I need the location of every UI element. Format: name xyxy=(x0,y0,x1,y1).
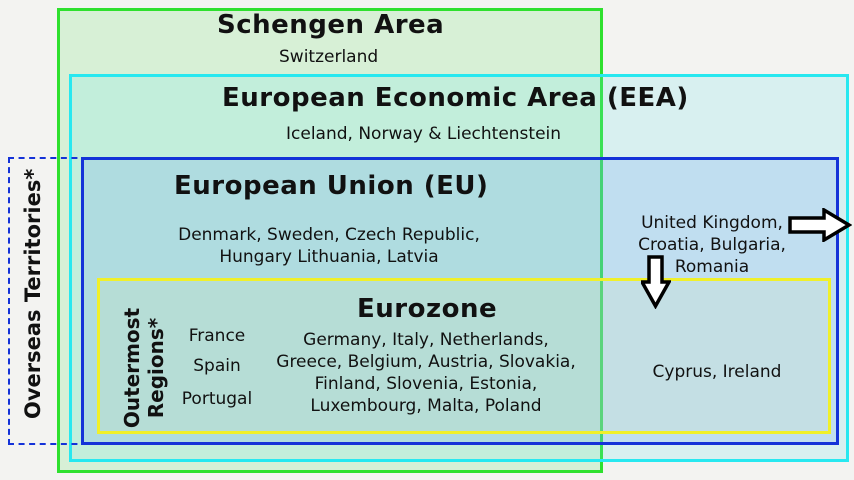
eurozone-box xyxy=(97,278,831,434)
eurozone-title: Eurozone xyxy=(357,294,498,324)
outermost-regions-label: Outermost Regions* xyxy=(120,298,168,438)
eu-non-schengen-line3: Romania xyxy=(674,257,750,277)
eu-non-schengen-line1: United Kingdom, xyxy=(641,213,783,233)
eu-members-line2: Hungary Lithuania, Latvia xyxy=(219,247,439,267)
eu-non-schengen-line2: Croatia, Bulgaria, xyxy=(638,235,786,255)
outermost-label-line2: Regions* xyxy=(144,317,168,419)
outermost-label-line1: Outermost xyxy=(120,307,144,429)
overseas-territories-label: Overseas Territories* xyxy=(21,168,45,419)
eurozone-members-line2: Greece, Belgium, Austria, Slovakia, xyxy=(276,352,576,372)
eu-title: European Union (EU) xyxy=(174,171,489,201)
eurozone-members-line3: Finland, Slovenia, Estonia, xyxy=(314,374,538,394)
eea-box xyxy=(69,74,849,462)
outermost-country-france: France xyxy=(188,326,246,346)
schengen-title: Schengen Area xyxy=(217,10,445,40)
schengen-area-box xyxy=(57,8,603,473)
arrow-down-icon xyxy=(641,255,671,309)
outermost-country-portugal: Portugal xyxy=(181,389,253,409)
arrow-right-icon xyxy=(788,208,852,242)
eu-box xyxy=(81,157,839,445)
eu-members-line1: Denmark, Sweden, Czech Republic, xyxy=(178,225,480,245)
eea-title: European Economic Area (EEA) xyxy=(222,83,689,113)
overseas-territories-box xyxy=(8,157,88,445)
eurozone-non-schengen: Cyprus, Ireland xyxy=(652,362,782,382)
outermost-country-spain: Spain xyxy=(193,356,241,376)
eea-members: Iceland, Norway & Liechtenstein xyxy=(286,124,562,144)
eurozone-members-line4: Luxembourg, Malta, Poland xyxy=(310,396,542,416)
eurozone-members-line1: Germany, Italy, Netherlands, xyxy=(303,330,549,350)
schengen-members: Switzerland xyxy=(279,47,379,67)
